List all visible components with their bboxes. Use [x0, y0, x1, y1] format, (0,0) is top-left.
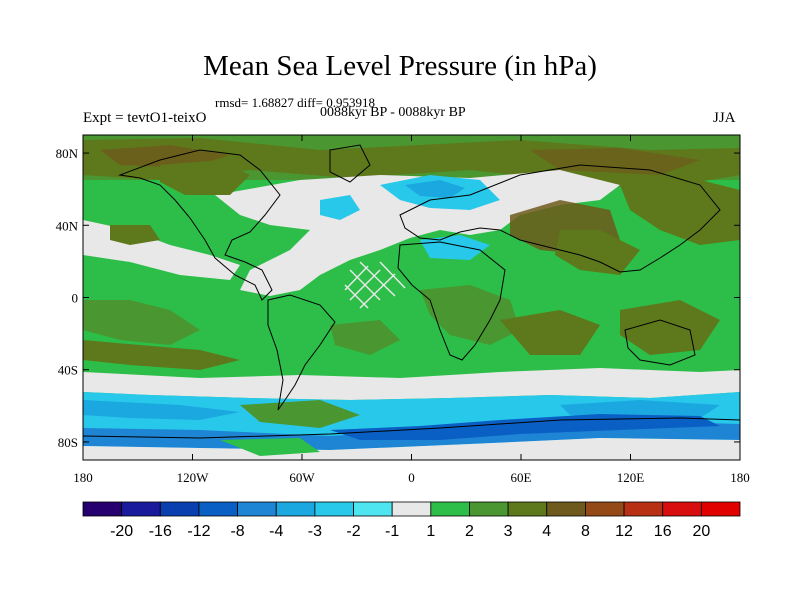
field-neutral-atlantic [215, 170, 620, 296]
colorbar-swatch [82, 501, 123, 517]
colorbar-swatch [700, 501, 741, 517]
field-cyan-med [420, 235, 490, 260]
rmsd-diff-stats: rmsd= 1.68827 diff= 0.953918 [215, 95, 375, 110]
colorbar-swatch [585, 501, 625, 517]
field-olive-pacific [620, 180, 740, 245]
colorbar-label: -20 [110, 523, 133, 540]
colorbar-swatch [237, 501, 277, 517]
coast-south-america [267, 294, 336, 411]
colorbar-label: 20 [692, 523, 710, 540]
lon-tick-label: 120W [177, 470, 210, 485]
colorbar-label: 2 [465, 523, 474, 540]
coast-north-america [118, 149, 281, 301]
field-olive-aus [620, 300, 720, 355]
coast-australia [624, 319, 696, 366]
plot-title: Mean Sea Level Pressure (in hPa) [203, 50, 597, 82]
field-sky-southern-1 [83, 400, 240, 420]
coastlines [83, 144, 740, 439]
lon-tick-label: 120E [617, 470, 645, 485]
lat-tick-label: 40N [56, 218, 79, 233]
coast-eurasia [399, 164, 721, 273]
colorbar-label: 3 [504, 523, 513, 540]
experiment-label: Expt = tevtO1-teixO [83, 110, 207, 126]
colorbar-label: -1 [385, 523, 399, 540]
field-olive-npac [110, 225, 160, 245]
colorbar-swatch [275, 501, 316, 517]
colorbar: -20 -16 -12 -8 -4 -3 -2 -1 1 2 3 4 8 12 16 20 [82, 501, 741, 540]
colorbar-swatch [469, 501, 509, 517]
field-neutral-south [83, 368, 740, 400]
colorbar-swatch [314, 501, 354, 517]
colorbar-swatch [353, 501, 393, 517]
colorbar-label: 4 [542, 523, 551, 540]
coast-africa [397, 241, 506, 361]
lat-tick-label: 0 [72, 291, 79, 306]
field-neutral-antarctic [83, 438, 740, 460]
lon-tick-label: 180 [730, 470, 750, 485]
field-dark-satl [330, 320, 400, 355]
field-sky-natl [405, 180, 465, 198]
lon-tick-label: 60W [289, 470, 315, 485]
colorbar-label: 12 [615, 523, 633, 540]
field-dark-africa [420, 285, 520, 345]
field-olive-spac [83, 340, 240, 370]
colorbar-label: 1 [426, 523, 435, 540]
map-field [83, 135, 740, 460]
colorbar-swatch [198, 501, 238, 517]
axis-ticks: 80N 40N 0 40S 80S 180 120W 60W 0 60E 120E 180 [56, 135, 750, 485]
coast-greenland [329, 144, 371, 183]
hatch-atlantic-cross [344, 265, 396, 309]
field-olive-na [160, 160, 250, 195]
colorbar-label: -2 [346, 523, 360, 540]
lon-tick-label: 0 [408, 470, 415, 485]
field-olive-india [555, 230, 640, 275]
colorbar-swatch [391, 501, 432, 517]
colorbar-label: 8 [581, 523, 590, 540]
field-green-antarctic [220, 438, 320, 456]
field-deep-antarctic [330, 414, 720, 440]
field-dark-southern [240, 400, 360, 428]
field-dark-tropics-pac [83, 300, 200, 345]
coast-antarctica [83, 417, 740, 439]
colorbar-swatch [121, 501, 161, 517]
colorbar-swatch [623, 501, 664, 517]
colorbar-swatch [546, 501, 586, 517]
lon-tick-label: 180 [73, 470, 93, 485]
colorbar-label: 16 [654, 523, 672, 540]
lat-tick-label: 80S [58, 435, 78, 450]
field-cyan-labrador [320, 195, 360, 220]
field-olive-indian [500, 310, 600, 355]
significance-hatching [344, 261, 406, 309]
colorbar-swatch [507, 501, 548, 517]
season-label: JJA [713, 110, 736, 126]
colorbar-swatch [430, 501, 470, 517]
colorbar-swatch [662, 501, 702, 517]
colorbar-label: -12 [187, 523, 210, 540]
colorbar-label: -16 [149, 523, 172, 540]
colorbar-label: -3 [308, 523, 322, 540]
colorbar-label: -8 [230, 523, 244, 540]
lon-tick-label: 60E [511, 470, 532, 485]
field-arctic-brown-2 [530, 148, 700, 175]
lat-tick-label: 40S [58, 363, 78, 378]
colorbar-label: -4 [269, 523, 283, 540]
colorbar-swatch [159, 501, 200, 517]
period-label: 0088kyr BP - 0088kyr BP [320, 105, 466, 120]
lat-tick-label: 80N [56, 146, 79, 161]
